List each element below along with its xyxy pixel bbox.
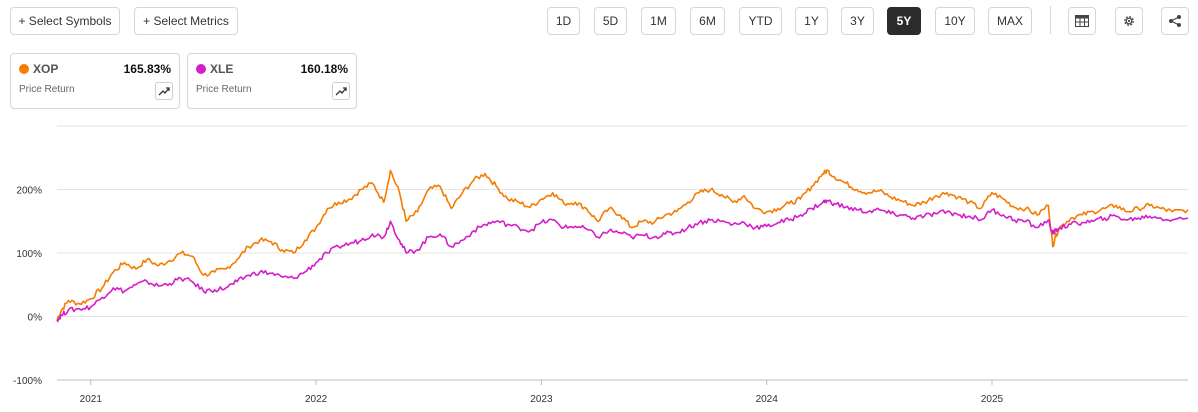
series-color-dot [19, 64, 29, 74]
range-button-1m[interactable]: 1M [641, 7, 676, 35]
y-tick-label: 0% [28, 313, 43, 324]
toolbar-divider [1050, 6, 1051, 34]
symbol-card-xop[interactable]: XOP 165.83% Price Return [10, 53, 180, 109]
range-button-ytd[interactable]: YTD [739, 7, 782, 35]
symbol-return-value: 165.83% [123, 62, 171, 76]
table-icon [1075, 15, 1089, 27]
trend-up-icon [335, 87, 347, 96]
table-view-button[interactable] [1068, 7, 1096, 35]
select-symbols-button[interactable]: + Select Symbols [10, 7, 120, 35]
y-tick-label: -100% [13, 376, 42, 387]
x-tick-label: 2021 [80, 394, 103, 405]
symbol-card-xle[interactable]: XLE 160.18% Price Return [187, 53, 357, 109]
series-line-xle [56, 199, 1189, 323]
symbol-metric-label: Price Return [19, 84, 75, 95]
symbol-metric-label: Price Return [196, 84, 252, 95]
performance-chart[interactable]: 200% 100% 0% -100% 2021 2022 2023 2024 2025 [0, 118, 1198, 412]
x-tick-label: 2023 [530, 394, 553, 405]
y-tick-label: 200% [16, 186, 42, 197]
trend-toggle-button[interactable] [332, 82, 350, 100]
y-tick-label: 100% [16, 249, 42, 260]
symbol-name: XOP [33, 62, 59, 76]
series-color-dot [196, 64, 206, 74]
trend-up-icon [158, 87, 170, 96]
range-button-1y[interactable]: 1Y [795, 7, 828, 35]
range-button-10y[interactable]: 10Y [935, 7, 975, 35]
range-button-max[interactable]: MAX [988, 7, 1032, 35]
share-button[interactable] [1161, 7, 1189, 35]
range-button-1d[interactable]: 1D [547, 7, 580, 35]
x-tick-label: 2024 [756, 394, 779, 405]
range-button-5d[interactable]: 5D [594, 7, 627, 35]
symbol-return-value: 160.18% [300, 62, 348, 76]
select-metrics-button[interactable]: + Select Metrics [134, 7, 238, 35]
symbol-name: XLE [210, 62, 234, 76]
range-button-3y[interactable]: 3Y [841, 7, 874, 35]
x-tick-label: 2025 [981, 394, 1004, 405]
share-icon [1169, 15, 1181, 27]
range-button-6m[interactable]: 6M [690, 7, 725, 35]
gear-icon [1124, 16, 1134, 26]
trend-toggle-button[interactable] [155, 82, 173, 100]
range-button-5y[interactable]: 5Y [887, 7, 921, 35]
settings-button[interactable] [1115, 7, 1143, 35]
x-tick-label: 2022 [305, 394, 328, 405]
series-line-xop [56, 169, 1189, 321]
